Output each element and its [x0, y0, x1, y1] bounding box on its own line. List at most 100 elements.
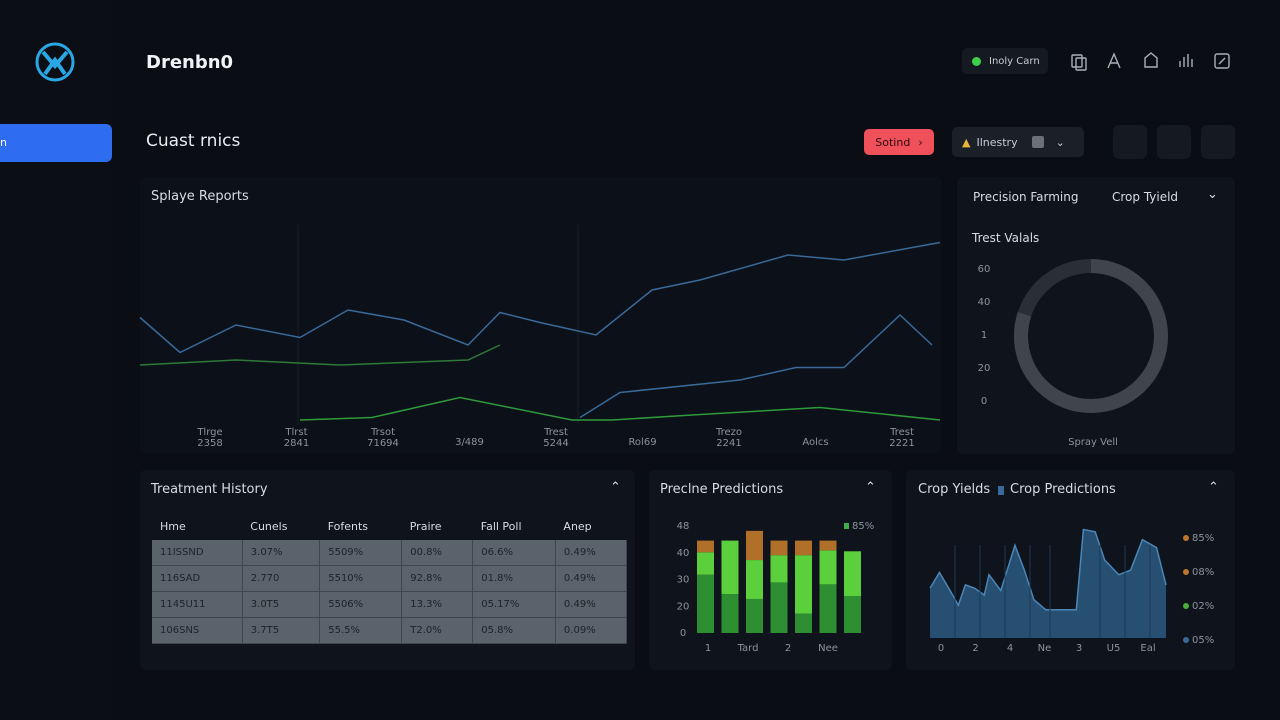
cell: 3.7T5: [242, 617, 321, 644]
status-dot: [972, 56, 981, 66]
legend-dot: [1183, 603, 1189, 609]
y-label: 60: [978, 264, 991, 275]
bar-segment: [697, 574, 714, 633]
x-label: Trest: [889, 427, 914, 438]
donut-value: [1014, 259, 1168, 413]
chevron[interactable]: ⌄: [1207, 187, 1218, 202]
legend: 08%: [1192, 567, 1214, 578]
nav-item-active[interactable]: n: [0, 124, 112, 162]
y-label: 20: [677, 601, 690, 612]
cell: 13.3%: [401, 591, 474, 618]
bar-segment: [721, 594, 739, 633]
legend-dot: [1183, 535, 1189, 541]
bar-segment: [819, 550, 837, 585]
user-chip[interactable]: Inoly Carn: [962, 48, 1048, 74]
cell: 06.6%: [472, 540, 556, 566]
panel-title-2: Crop Predictions: [1010, 482, 1116, 497]
x-label: 71694: [367, 438, 399, 449]
row: 116SAD 2.770 5510% 92.8% 01.8% 0.49%: [152, 565, 628, 592]
line-series: [579, 313, 933, 419]
panel-title: Splaye Reports: [151, 189, 249, 204]
x-label: Tlrst: [284, 427, 307, 438]
cell: 0.49%: [555, 540, 628, 566]
header-row: Hme Cunels Fofents Praire Fall Poll Anep: [152, 512, 627, 540]
x-label: Eal: [1140, 643, 1155, 654]
logo: [35, 42, 75, 82]
cell: 5506%: [319, 591, 403, 618]
bar-segment: [721, 540, 739, 595]
page-title: Cuast rnics: [146, 131, 241, 151]
bar-segment: [770, 555, 788, 583]
row: 1145U11 3.0T5 5506% 13.3% 05.17% 0.49%: [152, 591, 628, 618]
legend-swatch: [998, 486, 1004, 495]
treatment-table: Hme Cunels Fofents Praire Fall Poll Anep 11ISS…: [152, 512, 628, 644]
panel-title: Crop Yields: [918, 482, 991, 497]
cell: 0.09%: [555, 617, 628, 644]
search-button[interactable]: [1113, 125, 1147, 159]
cell: 05.8%: [472, 617, 556, 644]
x-label: 2358: [197, 438, 222, 449]
cell: 01.8%: [472, 565, 556, 592]
area-fill: [930, 529, 1166, 638]
line-series: [299, 396, 941, 421]
cell: 3.07%: [242, 540, 321, 566]
x-label: 3/489: [455, 437, 484, 448]
legend: 02%: [1192, 601, 1214, 612]
bar-segment: [746, 598, 763, 633]
y-label: 48: [677, 521, 690, 532]
bar-segment: [697, 552, 714, 575]
settings-button[interactable]: [1157, 125, 1191, 159]
cell: 05.17%: [472, 591, 556, 618]
panel-title: Treatment History: [151, 482, 268, 497]
bar-segment: [795, 555, 812, 614]
x-label: 2: [972, 643, 978, 654]
cell: T2.0%: [401, 617, 474, 644]
header-cell: Anep: [563, 519, 592, 533]
x-label: Tard: [737, 643, 759, 654]
bar-segment: [697, 540, 714, 553]
filter-label: Ilnestry: [976, 135, 1018, 149]
legend-dot: [1183, 637, 1189, 643]
legend-swatch: [844, 523, 849, 529]
x-label: Rol69: [628, 437, 656, 448]
x-label: Trest: [543, 427, 568, 438]
bar-segment: [819, 540, 837, 551]
export-button[interactable]: [1201, 125, 1235, 159]
line-series: [139, 241, 941, 354]
bar-segment: [746, 560, 763, 599]
collapse[interactable]: ⌃: [610, 480, 621, 495]
chevron: ›: [918, 135, 923, 149]
treatment-panel: Treatment History ⌃ Hme Cunels Fofents Prai…: [140, 470, 635, 670]
x-label: Ne: [1038, 643, 1052, 654]
header-cell: Fall Poll: [480, 519, 522, 533]
tab[interactable]: Precision Farming: [973, 190, 1079, 204]
cell: 1145U11: [152, 591, 243, 618]
x-label: 5244: [543, 438, 568, 449]
line-series: [139, 344, 501, 366]
chevron: ⌄: [1055, 135, 1065, 149]
cell: 5510%: [319, 565, 403, 592]
cell: 3.0T5: [242, 591, 321, 618]
cell: 0.49%: [555, 565, 628, 592]
collapse[interactable]: ⌃: [1208, 480, 1219, 495]
x-label: Nee: [818, 643, 838, 654]
legend: 05%: [1192, 635, 1214, 646]
collapse[interactable]: ⌃: [865, 480, 876, 495]
panel-title: Preclne Predictions: [660, 482, 784, 497]
cell: 2.770: [242, 565, 321, 592]
header-cell: Cunels: [250, 519, 288, 533]
send-button[interactable]: Sotind ›: [864, 129, 934, 155]
x-label: Aolcs: [802, 437, 828, 448]
header-icons[interactable]: [1071, 52, 1230, 71]
bar-segment: [746, 530, 763, 561]
x-label: Tlrge: [196, 427, 222, 438]
filter-dropdown[interactable]: ▲ Ilnestry ⌄: [952, 127, 1084, 157]
x-label: 2241: [716, 438, 741, 449]
tab[interactable]: Crop Tyield: [1112, 190, 1179, 204]
x-label: 2: [785, 643, 791, 654]
y-label: 0: [981, 396, 987, 407]
cell: 11ISSND: [152, 540, 243, 566]
legend: 85%: [852, 521, 874, 532]
